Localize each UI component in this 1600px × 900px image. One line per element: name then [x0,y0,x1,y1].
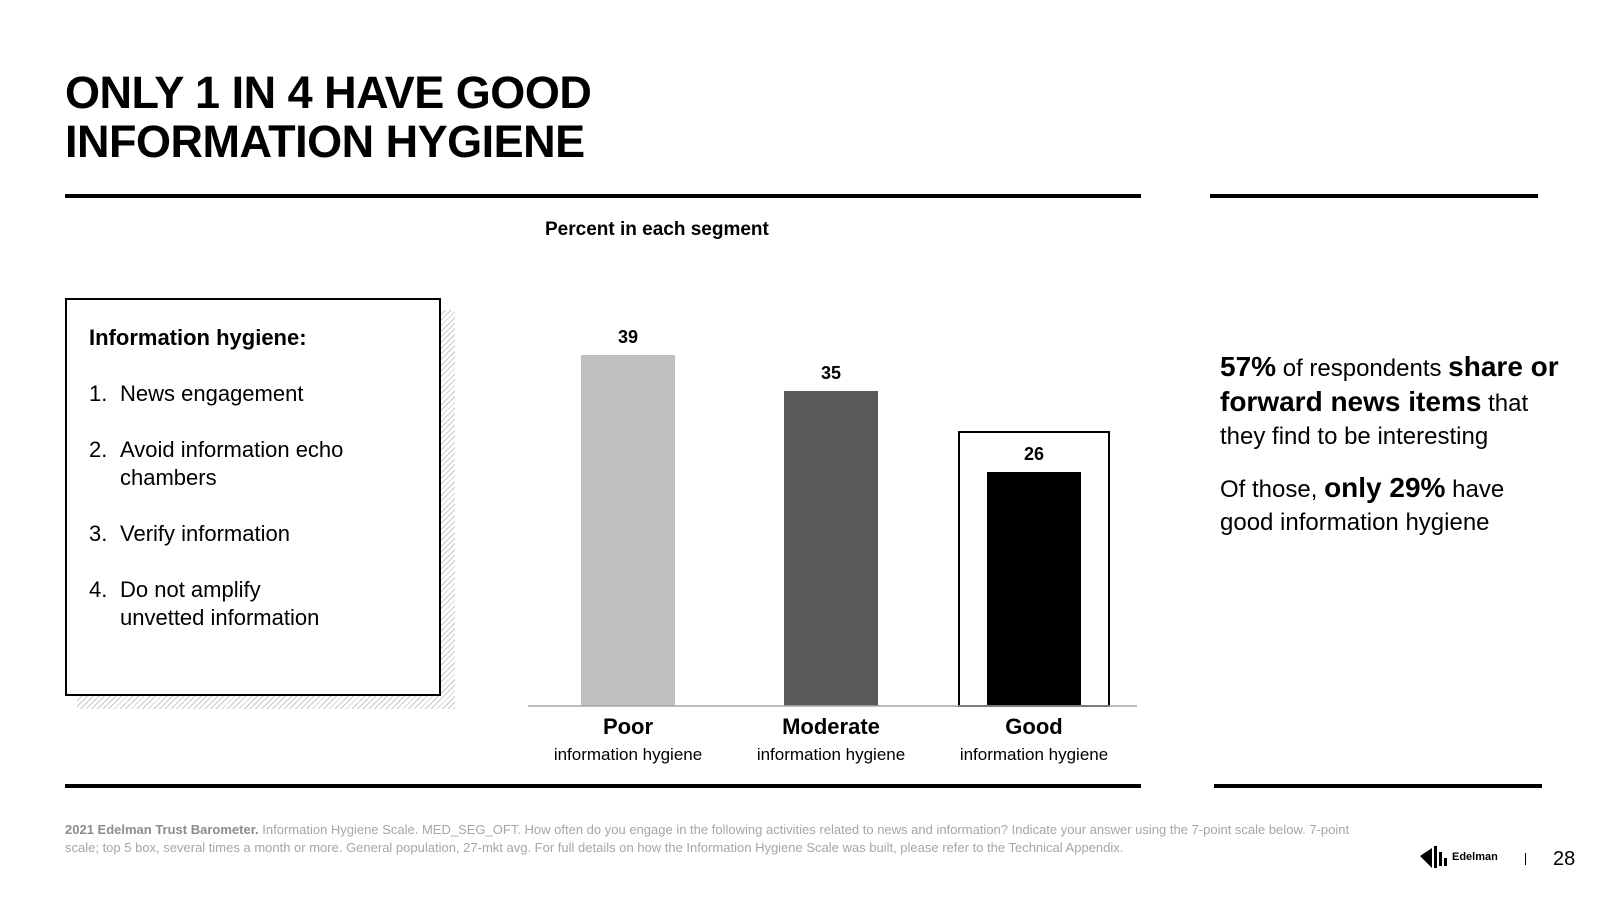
bottom-rule-right [1214,784,1542,788]
hygiene-list: 1. News engagement 2. Avoid information ec… [89,380,390,660]
list-item: 1. News engagement [89,380,390,408]
callout-text: 57% of respondents share or forward news… [1220,350,1560,557]
box-heading: Information hygiene: [89,325,307,350]
callout-percent: 57% [1220,351,1277,382]
category-label: Poor [603,714,654,739]
edelman-logo-icon [1420,846,1447,868]
brand-name: Edelman [1452,851,1498,863]
page-number: 28 [1553,848,1576,870]
bar [987,472,1081,706]
list-item: 4. Do not amplify unvetted information [89,576,350,632]
list-item-label: Avoid information echo chambers [120,437,344,490]
definition-box: Information hygiene: 1. News engagement 2… [65,298,441,696]
list-item-label: Verify information [120,521,290,546]
page-title: ONLY 1 IN 4 HAVE GOOD INFORMATION HYGIEN… [65,67,592,167]
list-item: 3. Verify information [89,520,390,548]
footnote-source: 2021 Edelman Trust Barometer. [65,822,259,837]
list-item-number: 1. [89,381,108,406]
footnote-text: Information Hygiene Scale. MED_SEG_OFT. … [65,822,1350,855]
chart-title: Percent in each segment [545,219,769,240]
category-label: Moderate [782,714,880,739]
title-line-1: ONLY 1 IN 4 HAVE GOOD [65,67,592,118]
callout-bold-phrase: share or forward news items [1220,351,1559,417]
list-item-number: 4. [89,577,108,602]
page-separator [1525,853,1526,865]
category-label: Good [1005,714,1062,739]
bottom-rule-left [65,784,1141,788]
bar [581,355,675,706]
top-rule-right [1210,194,1538,198]
category-sublabel: information hygiene [960,745,1108,764]
title-line-2: INFORMATION HYGIENE [65,116,585,167]
callout-bold-stat: only 29% [1324,472,1446,503]
footnote: 2021 Edelman Trust Barometer. Informatio… [65,821,1360,857]
data-label: 35 [821,363,841,383]
list-item-number: 3. [89,521,108,546]
list-item-label: News engagement [120,381,304,406]
list-item-number: 2. [89,437,108,462]
callout-paragraph-1: 57% of respondents share or forward news… [1220,351,1559,450]
category-sublabel: information hygiene [554,745,702,764]
category-sublabel: information hygiene [757,745,905,764]
data-label: 39 [618,327,638,347]
list-item-label: Do not amplify unvetted information [120,577,320,630]
callout-paragraph-2: Of those, only 29% have good information… [1220,472,1505,536]
list-item: 2. Avoid information echo chambers [89,436,390,492]
data-label: 26 [1024,444,1044,464]
top-rule-left [65,194,1141,198]
bar [784,391,878,706]
